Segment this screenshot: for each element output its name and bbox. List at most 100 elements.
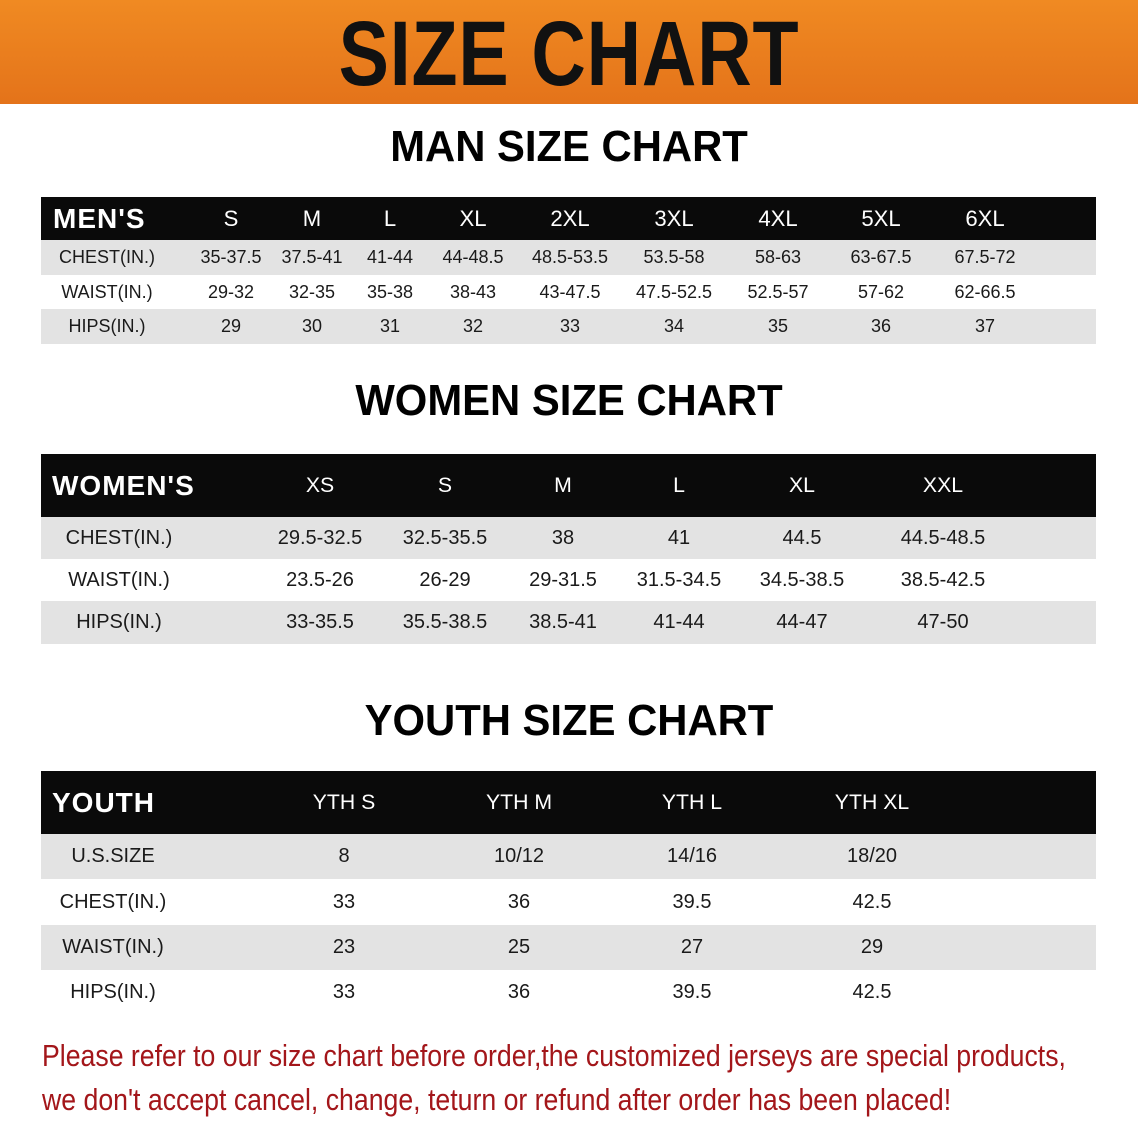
table-cell: 25 (507, 936, 531, 958)
table-row: WAIST(IN.) 23.5-26 26-29 29-31.5 31.5-34.5 34… (41, 559, 1096, 601)
men-section-title: MAN SIZE CHART (390, 122, 748, 171)
table-row: WAIST(IN.) 29-32 32-35 35-38 38-43 43-47.5 47.… (41, 275, 1096, 309)
order-notice-line-1: Please refer to our size chart before or… (42, 1038, 1066, 1073)
table-cell: 38.5-42.5 (900, 568, 986, 591)
size-column-header: YTH L (661, 790, 723, 814)
measurement-label: CHEST(IN.) (65, 526, 173, 549)
measurement-label: CHEST(IN.) (59, 247, 155, 267)
table-cell: 33-35.5 (286, 611, 354, 633)
order-notice-line-2: we don't accept cancel, change, teturn o… (42, 1082, 952, 1117)
size-column-header: S (437, 473, 453, 497)
size-column-header: M (554, 473, 572, 497)
table-cell: 52.5-57 (747, 281, 809, 302)
table-cell: 18/20 (846, 845, 898, 867)
size-column-header: YTH M (485, 790, 553, 814)
table-cell: 42.5 (852, 890, 892, 913)
table-cell: 32.5-35.5 (402, 526, 488, 549)
table-row: CHEST(IN.) 29.5-32.5 32.5-35.5 38 41 44.5 44.5… (41, 517, 1096, 559)
table-cell: 26-29 (419, 568, 471, 591)
table-cell: 23.5-26 (286, 568, 354, 591)
table-cell: 29 (220, 316, 242, 336)
table-cell: 10/12 (493, 845, 545, 867)
measurement-label: HIPS(IN.) (70, 981, 156, 1003)
table-cell: 47-50 (917, 611, 969, 633)
size-column-header: M (302, 205, 322, 231)
table-cell: 34 (663, 316, 685, 336)
youth-section-title: YOUTH SIZE CHART (364, 696, 774, 745)
table-header-label: MEN'S (53, 202, 146, 234)
size-column-header: XXL (922, 473, 964, 497)
table-cell: 42.5 (852, 981, 892, 1003)
table-cell: 35 (767, 316, 789, 336)
table-cell: 27 (680, 936, 704, 958)
table-cell: 29.5-32.5 (277, 526, 363, 549)
table-cell: 44-47 (776, 611, 828, 633)
table-cell: 35.5-38.5 (402, 611, 488, 633)
size-column-header: 3XL (654, 205, 694, 231)
title-banner: SIZE CHART (0, 0, 1138, 104)
measurement-label: HIPS(IN.) (68, 316, 146, 336)
size-column-header: XL (789, 473, 815, 497)
table-cell: 39.5 (672, 890, 712, 913)
table-header-label: WOMEN'S (52, 469, 195, 501)
table-cell: 37.5-41 (281, 247, 343, 267)
table-row: CHEST(IN.) 35-37.5 37.5-41 41-44 44-48.5 48.5… (41, 240, 1096, 275)
size-column-header: L (383, 205, 397, 231)
table-cell: 33 (332, 890, 356, 913)
table-cell: 36 (507, 890, 531, 913)
table-cell: 14/16 (666, 845, 718, 867)
table-row: WAIST(IN.) 23 25 27 29 (41, 925, 1096, 970)
table-cell: 33 (332, 981, 356, 1003)
table-row: HIPS(IN.) 29 30 31 32 33 34 35 36 37 (41, 309, 1096, 344)
table-cell: 57-62 (857, 281, 905, 302)
table-cell: 44.5 (782, 526, 822, 549)
table-cell: 58-63 (754, 247, 802, 267)
table-header-label: YOUTH (52, 786, 155, 818)
table-cell: 38.5-41 (529, 611, 597, 633)
size-column-header: YTH XL (834, 790, 910, 814)
table-cell: 29-32 (207, 281, 255, 302)
table-cell: 35-38 (366, 281, 414, 302)
measurement-label: HIPS(IN.) (76, 611, 162, 633)
table-cell: 36 (870, 316, 892, 336)
women-section-title: WOMEN SIZE CHART (355, 376, 783, 425)
measurement-label: WAIST(IN.) (61, 281, 153, 302)
banner-title: SIZE CHART (338, 3, 800, 105)
measurement-label: WAIST(IN.) (62, 936, 164, 958)
table-row: CHEST(IN.) 33 36 39.5 42.5 (41, 879, 1096, 925)
table-cell: 8 (338, 845, 350, 867)
table-row: HIPS(IN.) 33 36 39.5 42.5 (41, 970, 1096, 1015)
table-header-row: WOMEN'S XS S M L XL XXL (41, 454, 1096, 517)
table-row: U.S.SIZE 8 10/12 14/16 18/20 (41, 834, 1096, 879)
table-row: HIPS(IN.) 33-35.5 35.5-38.5 38.5-41 41-44 44-… (41, 601, 1096, 644)
table-cell: 36 (507, 981, 531, 1003)
table-cell: 35-37.5 (200, 247, 262, 267)
size-column-header: 2XL (550, 205, 590, 231)
table-cell: 47.5-52.5 (635, 281, 713, 302)
table-cell: 41-44 (366, 247, 414, 267)
table-cell: 63-67.5 (850, 247, 912, 267)
size-column-header: XL (459, 205, 487, 231)
size-column-header: XS (305, 473, 335, 497)
table-cell: 39.5 (672, 981, 712, 1003)
table-cell: 31.5-34.5 (636, 568, 722, 591)
table-cell: 31 (379, 316, 401, 336)
size-column-header: S (223, 205, 239, 231)
table-cell: 29 (860, 936, 884, 958)
table-cell: 34.5-38.5 (759, 568, 845, 591)
table-cell: 30 (301, 316, 323, 336)
measurement-label: WAIST(IN.) (68, 568, 170, 591)
table-cell: 41-44 (653, 611, 705, 633)
table-cell: 32 (462, 316, 484, 336)
table-cell: 44-48.5 (442, 247, 504, 267)
size-column-header: 6XL (965, 205, 1005, 231)
table-cell: 44.5-48.5 (900, 526, 986, 549)
size-column-header: YTH S (312, 790, 376, 814)
table-cell: 33 (559, 316, 581, 336)
table-cell: 37 (974, 316, 996, 336)
measurement-label: CHEST(IN.) (59, 890, 167, 913)
table-cell: 41 (667, 526, 691, 549)
table-cell: 38 (551, 526, 575, 549)
table-cell: 23 (332, 936, 356, 958)
size-column-header: L (673, 473, 685, 497)
